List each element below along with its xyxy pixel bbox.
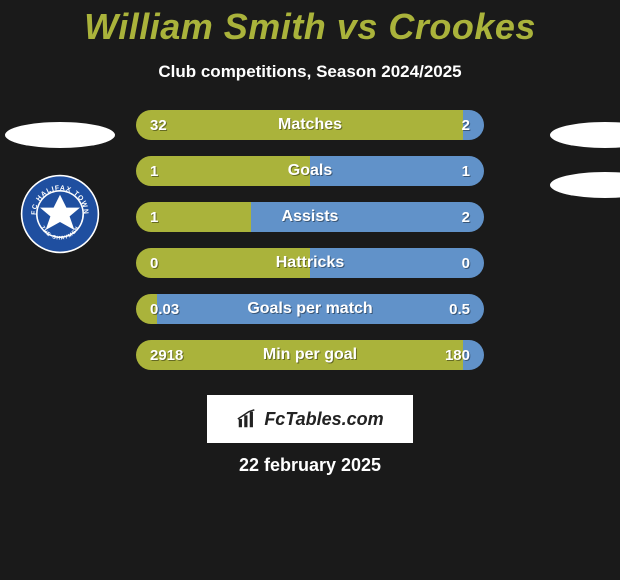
fctables-logo: FcTables.com <box>207 395 413 443</box>
bar-fill-right <box>310 248 484 278</box>
bar-value-left: 1 <box>150 156 158 186</box>
bar-value-left: 2918 <box>150 340 183 370</box>
logo-text: FcTables.com <box>264 409 383 430</box>
club-badge-halifax: FC HALIFAX TOWN THE SHAYMEN <box>20 174 100 254</box>
bar-value-left: 0 <box>150 248 158 278</box>
bar-value-right: 2 <box>462 110 470 140</box>
player-left-ellipse <box>5 122 115 148</box>
player-right-ellipse-1 <box>550 122 620 148</box>
subtitle: Club competitions, Season 2024/2025 <box>0 62 620 82</box>
bar-fill-left <box>136 340 463 370</box>
date-label: 22 february 2025 <box>0 455 620 476</box>
bar-fill-left <box>136 110 463 140</box>
chart-icon <box>236 408 258 430</box>
player-right-ellipse-2 <box>550 172 620 198</box>
stat-bar: 2918180Min per goal <box>136 340 484 370</box>
bar-value-right: 0.5 <box>449 294 470 324</box>
bar-fill-right <box>310 156 484 186</box>
bar-fill-left <box>136 248 310 278</box>
bar-fill-right <box>157 294 484 324</box>
stat-bars: 322Matches11Goals12Assists00Hattricks0.0… <box>136 110 484 386</box>
bar-value-right: 0 <box>462 248 470 278</box>
bar-value-right: 1 <box>462 156 470 186</box>
bar-value-left: 1 <box>150 202 158 232</box>
bar-fill-left <box>136 156 310 186</box>
stat-bar: 11Goals <box>136 156 484 186</box>
bar-value-left: 0.03 <box>150 294 179 324</box>
stat-bar: 0.030.5Goals per match <box>136 294 484 324</box>
bar-fill-right <box>251 202 484 232</box>
bar-value-right: 180 <box>445 340 470 370</box>
bar-value-right: 2 <box>462 202 470 232</box>
stat-bar: 322Matches <box>136 110 484 140</box>
bar-value-left: 32 <box>150 110 167 140</box>
stat-bar: 00Hattricks <box>136 248 484 278</box>
page-title: William Smith vs Crookes <box>0 0 620 48</box>
stat-bar: 12Assists <box>136 202 484 232</box>
